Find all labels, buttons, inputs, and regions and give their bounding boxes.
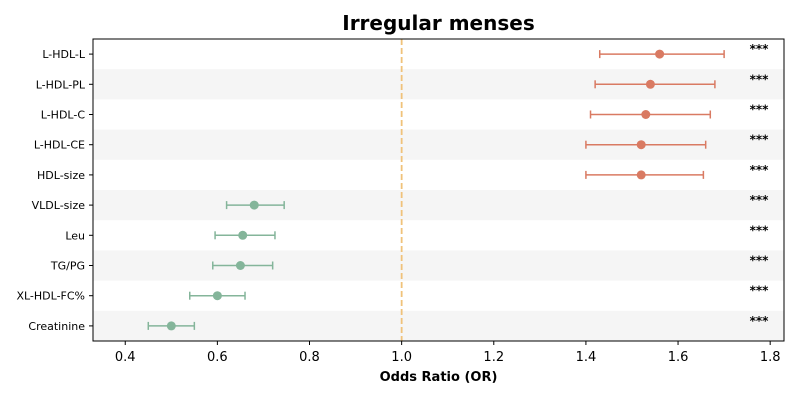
row-shade	[93, 250, 784, 281]
y-tick-label: VLDL-size	[32, 199, 86, 212]
y-tick-label: Creatinine	[28, 320, 85, 333]
x-tick-label: 1.0	[391, 350, 412, 365]
y-tick-label: L-HDL-CE	[34, 139, 85, 152]
point-estimate	[166, 321, 176, 331]
y-axis: L-HDL-L L-HDL-PL L-HDL-C L-HDL-CE HDL-size VL…	[16, 48, 93, 333]
significance-label: ***	[750, 223, 770, 237]
significance-label: ***	[750, 103, 770, 117]
forest-row: ***	[214, 223, 770, 240]
y-tick-label: TG/PG	[50, 260, 85, 273]
point-estimate	[235, 261, 245, 270]
significance-label: ***	[750, 193, 770, 207]
x-tick-label: 0.4	[115, 350, 136, 365]
plot-frame	[92, 38, 785, 342]
significance-label: ***	[750, 42, 770, 56]
x-tick-label: 0.6	[207, 350, 228, 365]
data-marks-layer: *** *** *** *** *** *** *** *** *** ***	[147, 42, 770, 331]
forest-row: ***	[147, 314, 770, 331]
y-tick-label: XL-HDL-FC%	[16, 290, 85, 303]
point-estimate	[212, 291, 222, 301]
chart-title: Irregular menses	[342, 11, 534, 35]
row-shade	[93, 310, 784, 341]
forest-row: ***	[212, 254, 770, 270]
x-tick-label: 1.2	[483, 350, 504, 365]
significance-label: ***	[750, 254, 770, 268]
row-shade	[93, 190, 784, 221]
significance-label: ***	[750, 133, 770, 147]
point-estimate	[636, 170, 646, 180]
y-tick-label: L-HDL-PL	[36, 78, 86, 91]
point-estimate	[249, 200, 259, 210]
significance-label: ***	[750, 72, 770, 86]
y-tick-label: L-HDL-C	[41, 109, 86, 122]
y-tick-label: L-HDL-L	[42, 48, 86, 61]
y-tick-label: Leu	[65, 229, 85, 242]
x-axis-label: Odds Ratio (OR)	[380, 370, 498, 385]
point-estimate	[645, 79, 655, 89]
point-estimate	[238, 230, 248, 240]
point-estimate	[641, 110, 651, 119]
row-shading-layer	[93, 69, 784, 341]
forest-row: ***	[594, 72, 770, 89]
forest-row: ***	[585, 133, 770, 150]
forest-row: ***	[188, 284, 770, 301]
x-tick-label: 1.4	[576, 350, 597, 365]
forest-row: ***	[585, 163, 770, 180]
significance-label: ***	[750, 284, 770, 298]
forest-row: ***	[225, 193, 770, 210]
forest-row: ***	[589, 103, 770, 119]
x-tick-label: 0.8	[299, 350, 320, 365]
x-tick-label: 1.8	[760, 350, 781, 365]
significance-label: ***	[750, 314, 770, 328]
significance-label: ***	[750, 163, 770, 177]
y-tick-label: HDL-size	[37, 169, 85, 182]
x-axis: 0.4 0.6 0.8 1.0 1.2 1.4 1.6 1.8	[115, 341, 781, 365]
point-estimate	[636, 140, 646, 150]
x-tick-label: 1.6	[668, 350, 689, 365]
point-estimate	[655, 49, 665, 59]
forest-row: ***	[598, 42, 770, 59]
